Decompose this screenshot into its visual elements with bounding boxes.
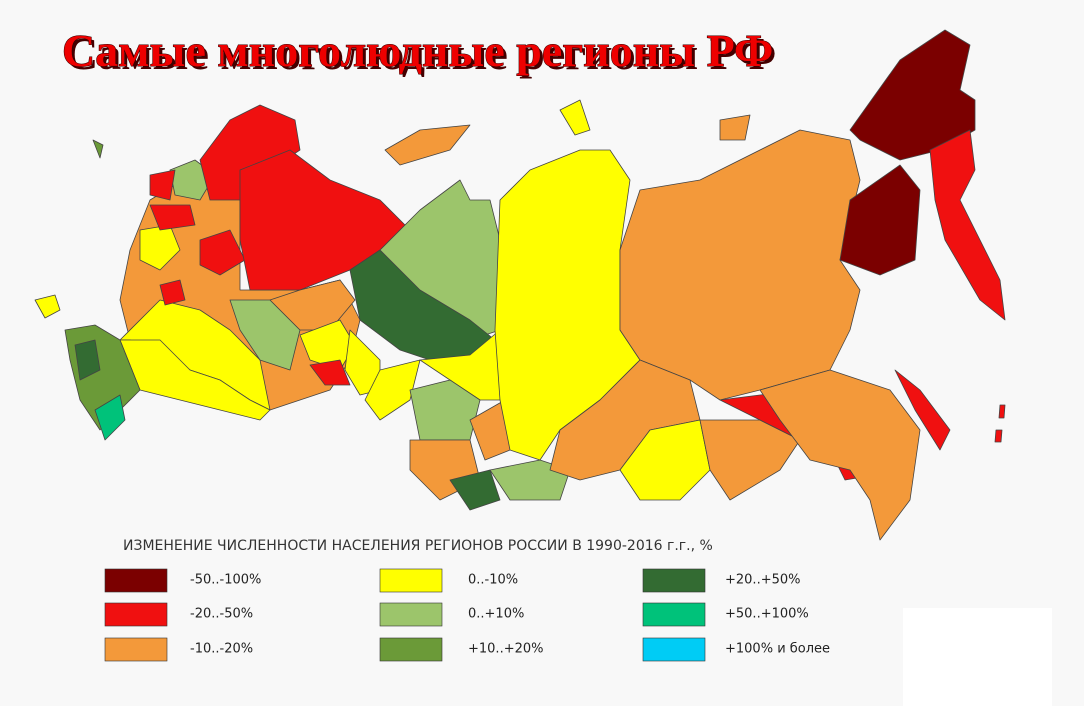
map [34,29,1006,541]
region [759,369,921,541]
region [94,394,126,441]
legend-label: -10..-20% [190,642,253,657]
region [199,104,301,201]
legend-title: ИЗМЕНЕНИЕ ЧИСЛЕННОСТИ НАСЕЛЕНИЯ РЕГИОНОВ… [123,538,713,554]
region [364,359,421,421]
region [34,294,61,319]
region [92,139,104,159]
region [74,339,101,381]
region [994,429,1003,443]
region [449,469,501,511]
blank-panel [903,608,1052,706]
region [119,339,271,421]
legend-label: -50..-100% [190,573,261,588]
region [159,279,186,306]
region [619,129,861,401]
legend-swatch [642,602,706,627]
region [269,279,356,331]
region [199,229,246,276]
title: Самые многолюдные регионы РФ [62,25,773,76]
region [309,359,351,386]
legend-swatch [642,637,706,662]
region [998,404,1006,419]
legend-label: +20..+50% [725,573,801,588]
region [149,204,196,231]
legend-swatch [379,568,443,593]
legend-label: 0..-10% [468,573,518,588]
legend-label: +50..+100% [725,607,809,622]
legend: -50..-100% -20..-50% -10..-20% 0..-10% 0..+1… [104,568,830,662]
region [559,99,591,136]
legend-swatch [104,602,168,627]
legend-swatch [104,568,168,593]
region [929,129,1006,321]
legend-label: -20..-50% [190,607,253,622]
legend-swatch [104,637,168,662]
region [839,164,921,276]
legend-label: +100% и более [725,642,830,657]
region [719,114,751,141]
legend-label: +10..+20% [468,642,544,657]
legend-swatch [642,568,706,593]
title-shadow: Самые многолюдные регионы РФ [65,28,776,79]
legend-label: 0..+10% [468,607,524,622]
legend-swatch [379,637,443,662]
region [849,29,976,161]
region [894,369,951,451]
region [149,169,176,201]
region [384,124,471,166]
legend-swatch [379,602,443,627]
